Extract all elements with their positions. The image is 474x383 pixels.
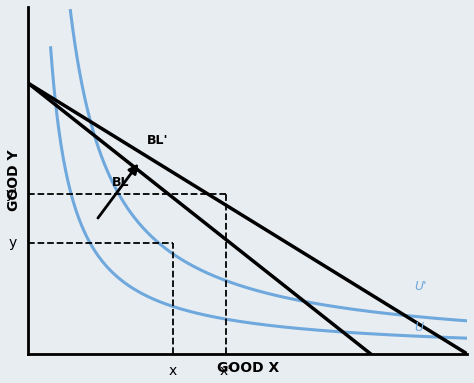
Text: x': x' <box>219 363 232 378</box>
Text: U: U <box>414 321 424 334</box>
Text: U': U' <box>414 280 427 293</box>
Text: BL': BL' <box>147 134 168 147</box>
X-axis label: GOOD X: GOOD X <box>217 361 279 375</box>
Text: y': y' <box>5 187 17 201</box>
Y-axis label: GOOD Y: GOOD Y <box>7 149 21 211</box>
Text: BL: BL <box>111 175 129 188</box>
Text: y: y <box>9 236 17 250</box>
Text: x: x <box>169 363 177 378</box>
